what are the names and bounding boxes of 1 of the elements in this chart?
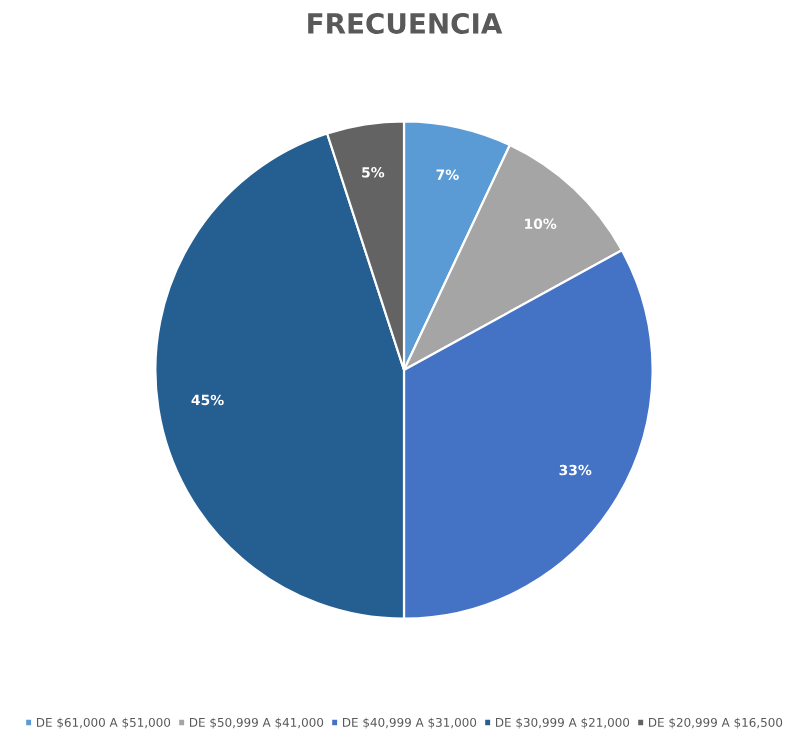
chart-title: FRECUENCIA [308, 12, 503, 34]
